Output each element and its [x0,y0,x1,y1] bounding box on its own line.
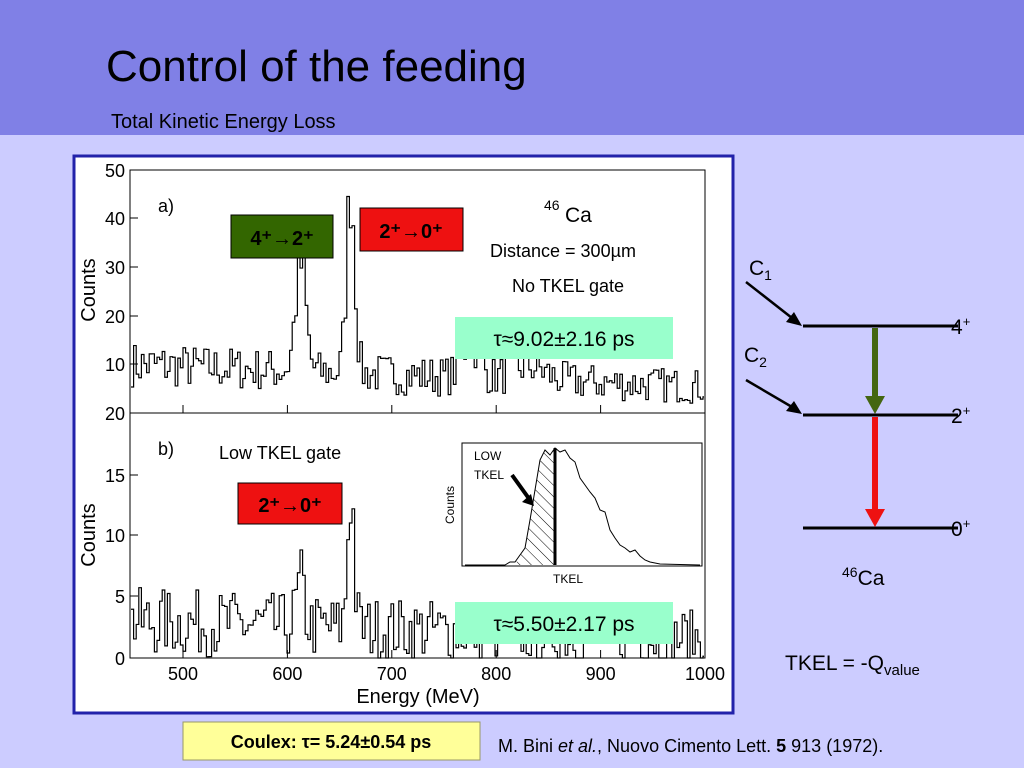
beam-sub: 2 [759,354,767,370]
parity: + [963,314,971,329]
level-label: 0+ [951,516,970,541]
spectrum-a [131,195,704,404]
x-tick-label: 500 [168,664,198,684]
title: Control of the feeding [106,42,527,91]
symbol: Ca [858,567,885,590]
gate: Low TKEL gate [219,443,341,463]
panel-label: a) [158,196,174,216]
spin: 0 [951,518,963,541]
beam: C1 [749,257,772,283]
gate: No TKEL gate [512,276,624,296]
y-label-a: Counts [78,258,100,321]
y-tick-label: 5 [115,587,125,607]
lifetime: τ≈5.50±2.17 ps [493,613,634,636]
isotope-mass: 46 [544,197,560,213]
y-tick-label: 50 [105,161,125,181]
result: Coulex: τ= 5.24±0.54 ps [231,732,432,752]
nucleus: 46Ca [842,564,885,590]
y-tick-label: 15 [105,466,125,486]
beam-main: C [744,344,759,367]
y-tick-label: 20 [105,404,125,424]
y-tick-label: 10 [105,526,125,546]
inset-x-label: TKEL [553,572,583,586]
y-tick-label: 20 [105,307,125,327]
reference: M. Bini et al., Nuovo Cimento Lett. 5 91… [498,736,883,756]
relation-sub: value [884,662,920,679]
y-tick-label: 40 [105,209,125,229]
parity: + [963,516,971,531]
subtitle: Total Kinetic Energy Loss [111,111,336,133]
level-label: 4+ [951,314,970,339]
transition: 2⁺→0⁺ [258,495,321,517]
etal: et al. [558,736,597,756]
authors: M. Bini [498,736,558,756]
journal: , Nuovo Cimento Lett. [597,736,776,756]
beam: C2 [744,344,767,370]
header-band [0,0,1024,135]
transition-box [230,214,334,259]
result-box [182,721,481,761]
relation: TKEL = -Qvalue [785,652,920,679]
panel-label: b) [158,439,174,459]
parity: + [963,403,971,418]
x-tick-label: 600 [272,664,302,684]
y-label-b: Counts [78,503,100,566]
transition: 2⁺→0⁺ [379,221,442,243]
beam-sub: 1 [764,267,772,283]
spin: 4 [951,316,963,339]
level-label: 2+ [951,403,970,428]
mass: 46 [842,564,858,580]
y-tick-label: 30 [105,258,125,278]
inset: LOW TKEL Counts TKEL [443,442,703,586]
x-tick-label: 800 [481,664,511,684]
volume: 5 [776,736,786,756]
y-tick-label: 0 [115,649,125,669]
lifetime: τ≈9.02±2.16 ps [493,328,634,351]
transition-box [359,207,464,252]
rest: 913 (1972). [786,736,883,756]
inset-label: LOW [474,449,502,463]
transition: 4⁺→2⁺ [250,228,313,250]
spin: 2 [951,405,963,428]
relation-main: TKEL = -Q [785,652,884,675]
x-tick-label: 700 [377,664,407,684]
x-tick-label: 900 [586,664,616,684]
lifetime-box [455,317,673,359]
x-label: Energy (MeV) [356,686,479,708]
level-scheme [745,281,958,530]
x-tick-label: 1000 [685,664,725,684]
distance: Distance = 300µm [490,241,636,261]
transition-box [237,482,343,525]
y-tick-label: 10 [105,355,125,375]
isotope-symbol: Ca [565,204,592,227]
beam-main: C [749,257,764,280]
inset-y-label: Counts [443,486,457,524]
lifetime-box [455,602,673,644]
plot-frame [129,169,706,659]
inset-label: TKEL [474,468,504,482]
